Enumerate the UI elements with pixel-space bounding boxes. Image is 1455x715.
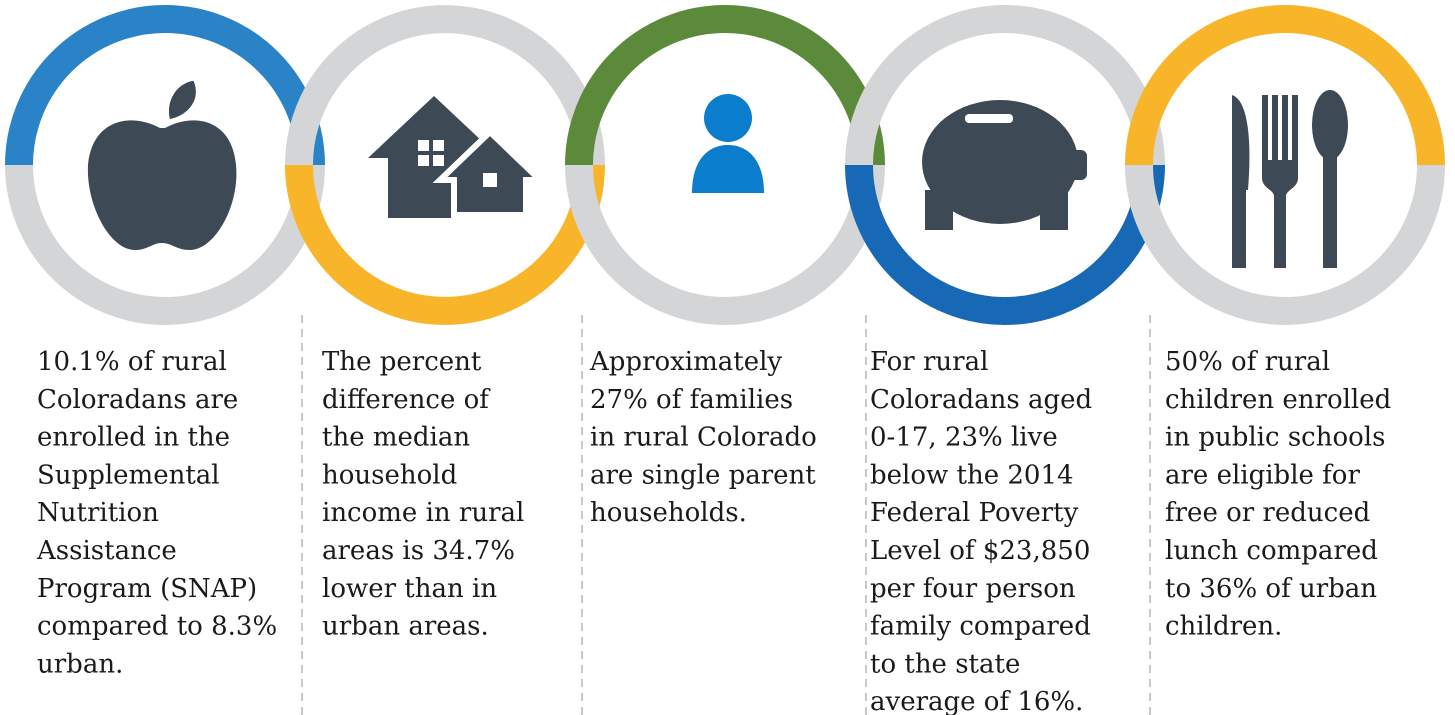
caption-line: average of 16%.: [870, 687, 1083, 715]
caption-line: For rural: [870, 347, 988, 377]
caption-line: Approximately: [589, 347, 782, 377]
caption-line: 27% of families: [590, 385, 793, 415]
ring-bottom: [285, 164, 605, 325]
caption-line: are single parent: [590, 460, 816, 490]
cutlery-icon: [1232, 90, 1348, 268]
caption-line: to 36% of urban: [1165, 574, 1377, 604]
caption-line: Level of $23,850: [870, 536, 1090, 566]
caption-line: The percent: [322, 347, 482, 377]
person-icon: [692, 94, 764, 193]
caption-line: Coloradans aged: [870, 385, 1092, 415]
caption-line: lower than in: [322, 574, 497, 604]
caption-line: households.: [590, 498, 747, 528]
caption-line: Coloradans are: [37, 385, 238, 415]
caption-line: free or reduced: [1165, 498, 1370, 528]
caption-line: below the 2014: [870, 460, 1074, 490]
icons: [87, 75, 1348, 268]
caption-line: in public schools: [1165, 423, 1385, 453]
house-icon: [368, 96, 548, 218]
apple-icon: [87, 120, 237, 251]
caption-line: compared to 8.3%: [37, 612, 277, 642]
caption-line: household: [322, 460, 457, 490]
rings: [5, 5, 1445, 325]
ring-bottom: [565, 164, 885, 325]
separators: [301, 315, 1151, 715]
ring-bottom: [5, 164, 325, 325]
caption-line: Supplemental: [37, 460, 220, 490]
caption-line: Assistance: [36, 536, 177, 566]
caption-line: children.: [1165, 612, 1282, 642]
apple-leaf: [164, 75, 201, 125]
caption-line: 0-17, 23% live: [870, 423, 1058, 453]
caption-line: urban.: [37, 649, 123, 679]
caption-line: difference of: [322, 385, 491, 415]
caption-line: Nutrition: [37, 498, 159, 528]
caption-line: areas is 34.7%: [322, 536, 515, 566]
ring-top: [5, 5, 325, 166]
caption-line: 10.1% of rural: [37, 347, 227, 377]
ring-top: [845, 5, 1165, 166]
ring-top: [285, 5, 605, 166]
ring-bottom: [1125, 164, 1445, 325]
ring-top: [565, 5, 885, 166]
caption-line: per four person: [870, 574, 1076, 604]
ring-top: [1125, 5, 1445, 166]
caption-line: enrolled in the: [37, 423, 230, 453]
caption-line: the median: [322, 423, 470, 453]
caption-line: family compared: [870, 612, 1091, 642]
caption-line: are eligible for: [1165, 460, 1360, 490]
caption-line: children enrolled: [1165, 385, 1391, 415]
caption-line: 50% of rural: [1165, 347, 1330, 377]
caption-line: Program (SNAP): [37, 574, 257, 604]
ring-bottom: [845, 164, 1165, 325]
caption-line: in rural Colorado: [590, 423, 817, 453]
captions: 10.1% of rural Coloradans are enrolled in …: [36, 347, 1391, 715]
caption-line: income in rural: [322, 498, 524, 528]
piggy-icon: [922, 100, 1087, 230]
caption-line: Federal Poverty: [870, 498, 1079, 528]
caption-line: lunch compared: [1165, 536, 1378, 566]
caption-line: urban areas.: [322, 612, 489, 642]
caption-line: to the state: [870, 649, 1020, 679]
